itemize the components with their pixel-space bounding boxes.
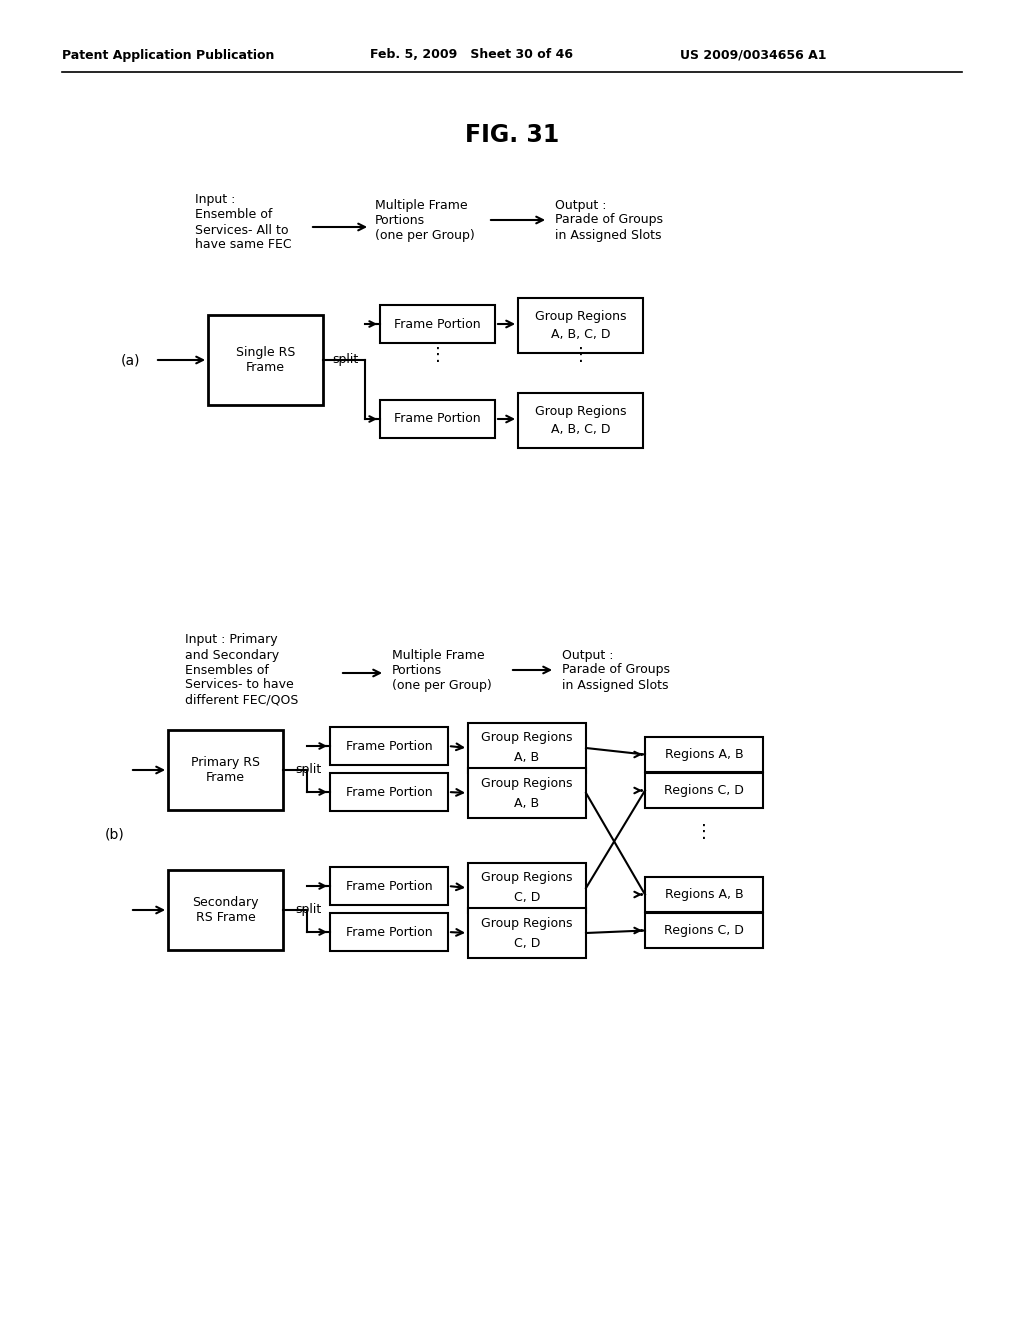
Bar [330,727,449,766]
Text: A, B: A, B [514,751,540,764]
Text: Services- to have: Services- to have [185,678,294,692]
Bar [330,913,449,950]
Bar [380,305,495,343]
Text: A, B, C, D: A, B, C, D [551,422,610,436]
Text: Ensembles of: Ensembles of [185,664,269,676]
Text: (one per Group): (one per Group) [392,678,492,692]
Text: Group Regions: Group Regions [481,731,572,744]
Text: Group Regions: Group Regions [481,871,572,884]
Text: Multiple Frame: Multiple Frame [392,648,484,661]
Bar [645,737,763,772]
Text: Parade of Groups: Parade of Groups [555,214,663,227]
Text: Primary RS
Frame: Primary RS Frame [191,756,260,784]
Bar [380,400,495,438]
Text: Regions A, B: Regions A, B [665,888,743,902]
Text: Group Regions: Group Regions [535,405,627,418]
Text: Group Regions: Group Regions [481,916,572,929]
Text: Single RS
Frame: Single RS Frame [236,346,295,374]
Text: A, B, C, D: A, B, C, D [551,327,610,341]
Bar [518,298,643,352]
Text: Services- All to: Services- All to [195,223,289,236]
Text: Output :: Output : [555,198,606,211]
Text: split: split [295,903,322,916]
Bar [468,908,586,958]
Text: Parade of Groups: Parade of Groups [562,664,670,676]
Text: Feb. 5, 2009   Sheet 30 of 46: Feb. 5, 2009 Sheet 30 of 46 [370,49,573,62]
Text: (one per Group): (one per Group) [375,228,475,242]
Text: have same FEC: have same FEC [195,239,292,252]
Bar [645,876,763,912]
Text: FIG. 31: FIG. 31 [465,123,559,147]
Bar [645,774,763,808]
Text: ⋮: ⋮ [571,346,590,364]
Text: Group Regions: Group Regions [481,776,572,789]
Bar [518,393,643,447]
Bar [645,913,763,948]
Bar [468,863,586,913]
Text: Input :: Input : [195,194,236,206]
Text: Portions: Portions [392,664,442,676]
Text: Portions: Portions [375,214,425,227]
Text: (a): (a) [120,352,139,367]
Text: Frame Portion: Frame Portion [346,785,432,799]
Text: Patent Application Publication: Patent Application Publication [62,49,274,62]
Text: Frame Portion: Frame Portion [346,879,432,892]
Text: (b): (b) [105,828,125,842]
Text: Output :: Output : [562,648,613,661]
Text: and Secondary: and Secondary [185,648,280,661]
Text: US 2009/0034656 A1: US 2009/0034656 A1 [680,49,826,62]
Text: Frame Portion: Frame Portion [394,318,481,330]
Text: Regions A, B: Regions A, B [665,748,743,762]
Bar [468,768,586,818]
Text: split: split [332,354,358,367]
Text: Frame Portion: Frame Portion [346,739,432,752]
Text: ⋮: ⋮ [695,822,713,841]
Bar [330,774,449,810]
Text: split: split [295,763,322,776]
Bar [330,867,449,906]
Text: Ensemble of: Ensemble of [195,209,272,222]
Text: Secondary
RS Frame: Secondary RS Frame [193,896,259,924]
Text: Group Regions: Group Regions [535,310,627,323]
Text: Regions C, D: Regions C, D [664,924,744,937]
Text: A, B: A, B [514,796,540,809]
Text: in Assigned Slots: in Assigned Slots [555,228,662,242]
Bar [208,315,323,405]
Bar [168,730,283,810]
Text: C, D: C, D [514,936,541,949]
Text: Regions C, D: Regions C, D [664,784,744,797]
Text: Frame Portion: Frame Portion [394,412,481,425]
Text: C, D: C, D [514,891,541,904]
Text: in Assigned Slots: in Assigned Slots [562,678,669,692]
Text: ⋮: ⋮ [428,346,446,364]
Bar [168,870,283,950]
Text: Multiple Frame: Multiple Frame [375,198,468,211]
Text: Input : Primary: Input : Primary [185,634,278,647]
Text: Frame Portion: Frame Portion [346,925,432,939]
Text: different FEC/QOS: different FEC/QOS [185,693,298,706]
Bar [468,723,586,774]
